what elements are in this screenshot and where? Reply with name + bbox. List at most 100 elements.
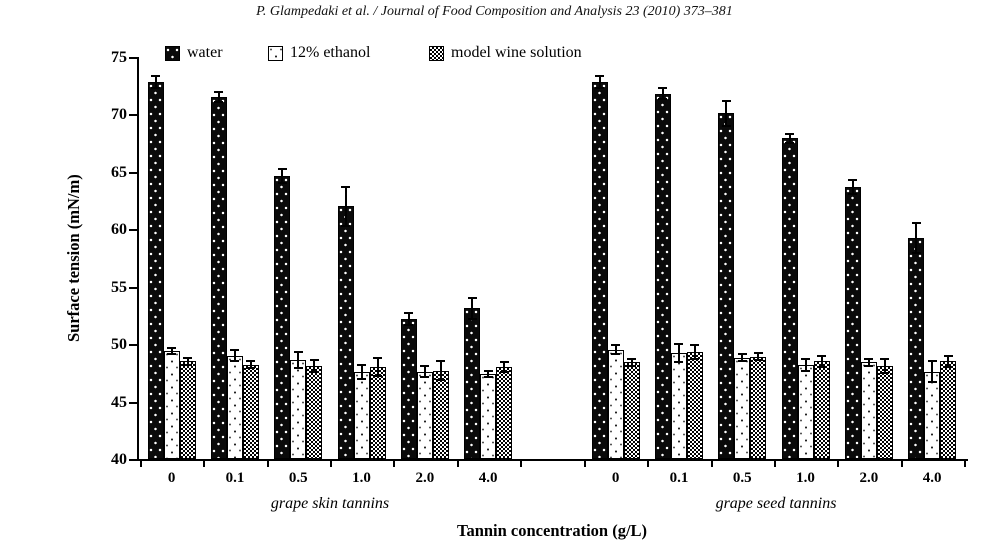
error-bar-cap xyxy=(880,358,890,361)
error-bar-cap xyxy=(737,360,747,363)
error-bar-cap xyxy=(911,222,921,225)
bar-water xyxy=(718,113,735,459)
error-bar-cap xyxy=(801,369,811,372)
error-bar-cap xyxy=(151,86,161,89)
error-bar-line xyxy=(661,87,664,100)
bar-model-wine xyxy=(623,362,640,459)
bar-water xyxy=(591,82,608,459)
y-tick-label: 50 xyxy=(111,336,127,354)
error-bar-cap xyxy=(721,99,731,102)
y-tick-label: 65 xyxy=(111,163,127,181)
bar-water xyxy=(274,176,291,459)
error-bar-line xyxy=(757,353,760,361)
x-category-label: 2.0 xyxy=(859,470,879,486)
water-swatch-icon xyxy=(165,45,180,61)
x-axis-title: Tannin concentration (g/L) xyxy=(456,521,648,540)
error-bar-cap xyxy=(880,371,890,374)
bar-model-wine xyxy=(876,365,893,459)
error-bar-cap xyxy=(785,132,795,135)
error-bar-cap xyxy=(183,356,193,359)
error-bar-cap xyxy=(277,168,287,171)
error-bar-line xyxy=(170,347,173,355)
error-bar-cap xyxy=(499,370,509,373)
x-tick xyxy=(393,459,396,467)
error-bar-line xyxy=(487,370,490,378)
error-bar-cap xyxy=(420,376,430,379)
error-bar-cap xyxy=(183,363,193,366)
bar-water xyxy=(400,318,417,459)
error-bar-line xyxy=(471,298,474,319)
error-bar-line xyxy=(217,92,220,102)
error-bar-line xyxy=(741,354,744,362)
x-tick xyxy=(456,459,459,467)
bar-model-wine xyxy=(432,370,449,459)
x-tick xyxy=(266,459,269,467)
error-bar-cap xyxy=(737,353,747,356)
x-tick xyxy=(647,459,650,467)
error-bar-cap xyxy=(943,366,953,369)
x-tick xyxy=(203,459,206,467)
error-bar-line xyxy=(947,355,950,368)
error-bar-line xyxy=(503,362,506,372)
error-bar-cap xyxy=(801,358,811,361)
y-tick-label: 40 xyxy=(111,451,127,468)
error-bar-cap xyxy=(674,343,684,346)
error-bar-line xyxy=(915,223,918,254)
error-bar-cap xyxy=(864,364,874,367)
y-tick xyxy=(129,344,137,347)
error-bar-cap xyxy=(373,375,383,378)
error-bar-line xyxy=(281,169,284,184)
y-tick xyxy=(129,56,137,59)
error-bar-cap xyxy=(690,344,700,347)
bar-water xyxy=(464,308,481,459)
error-bar-cap xyxy=(277,182,287,185)
error-bar-cap xyxy=(293,367,303,370)
error-bar-cap xyxy=(420,364,430,367)
error-bar-line xyxy=(725,100,728,126)
x-tick xyxy=(963,459,966,467)
error-bar-cap xyxy=(341,185,351,188)
error-bar-cap xyxy=(658,98,668,101)
error-bar-cap xyxy=(627,358,637,361)
bar-model-wine xyxy=(179,361,196,459)
bar-ethanol xyxy=(797,364,814,459)
x-category-label: 0.5 xyxy=(732,470,752,486)
error-bar-cap xyxy=(357,377,367,380)
y-tick-label: 75 xyxy=(111,48,127,66)
bar-ethanol xyxy=(226,355,243,459)
bar-ethanol xyxy=(416,371,433,459)
group-label-grape-skin: grape skin tannins xyxy=(270,495,390,512)
x-category-label: 2.0 xyxy=(415,470,435,486)
error-bar-cap xyxy=(499,361,509,364)
error-bar-line xyxy=(249,361,252,369)
y-tick-label: 45 xyxy=(111,393,127,411)
error-bar-cap xyxy=(943,354,953,357)
error-bar-cap xyxy=(864,358,874,361)
error-bar-cap xyxy=(373,356,383,359)
bar-water xyxy=(210,97,227,459)
y-tick-label: 60 xyxy=(111,221,127,239)
x-axis-line xyxy=(137,459,968,461)
bar-model-wine xyxy=(496,367,513,459)
error-bar-line xyxy=(598,76,601,88)
error-bar-cap xyxy=(151,75,161,78)
legend-item-ethanol: 12% ethanol xyxy=(268,44,370,62)
legend-item-water: water xyxy=(165,44,223,62)
error-bar-cap xyxy=(246,367,256,370)
error-bar-line xyxy=(360,364,363,379)
error-bar-cap xyxy=(753,352,763,355)
x-tick xyxy=(519,459,522,467)
bar-model-wine xyxy=(369,367,386,459)
y-tick xyxy=(129,459,137,461)
error-bar-line xyxy=(788,133,791,144)
x-category-label: 0.5 xyxy=(288,470,308,486)
error-bar-cap xyxy=(467,317,477,320)
error-bar-line xyxy=(313,360,316,372)
error-bar-line xyxy=(630,359,633,366)
x-tick xyxy=(329,459,332,467)
y-tick xyxy=(129,401,137,404)
error-bar-cap xyxy=(674,361,684,364)
error-bar-cap xyxy=(627,364,637,367)
x-category-label: 1.0 xyxy=(796,470,815,486)
bar-ethanol xyxy=(607,349,624,459)
